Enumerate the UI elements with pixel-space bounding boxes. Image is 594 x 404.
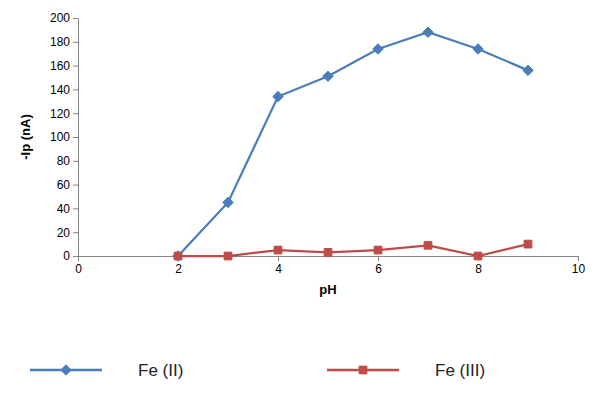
tick: 0 [75, 256, 82, 276]
tick-mark [73, 18, 78, 19]
tick: 4 [275, 256, 282, 276]
tick-label: 200 [50, 11, 70, 25]
tick-mark [73, 137, 78, 138]
y-axis-title: -Ip (nA) [18, 114, 33, 159]
point [373, 44, 383, 54]
point [323, 71, 333, 81]
tick-mark [578, 256, 579, 261]
tick-label: 6 [375, 262, 382, 276]
point [273, 91, 283, 101]
tick: 100 [50, 130, 78, 144]
axis-line [79, 257, 579, 262]
tick-label: 8 [475, 262, 482, 276]
tick-mark [73, 185, 78, 186]
tick: 120 [50, 107, 78, 121]
tick: 10 [572, 256, 586, 276]
tick: 180 [50, 35, 78, 49]
tick: 200 [50, 11, 78, 25]
series-group [173, 27, 533, 261]
tick-label: 2 [175, 262, 182, 276]
legend-label: Fe (II) [138, 361, 183, 380]
point [423, 27, 433, 37]
x-axis: 0 2 4 6 8 10 [75, 256, 585, 276]
tick-label: 4 [275, 262, 282, 276]
axis-line [73, 19, 79, 257]
plot: 0246810020406080100120140160180200pH-Ip … [18, 11, 585, 297]
legend: Fe (II) Fe (III) [30, 361, 485, 380]
legend-item: Fe (III) [327, 361, 485, 380]
legend-marker [61, 365, 71, 375]
series-line [178, 32, 528, 256]
tick-label: 0 [63, 249, 70, 263]
y-axis: 0 20 40 60 80 100 120 140 160 180 200 [50, 11, 79, 263]
tick-label: 140 [50, 83, 70, 97]
tick-label: 20 [57, 226, 71, 240]
tick-mark [73, 256, 78, 257]
tick-label: 180 [50, 35, 70, 49]
point [374, 246, 382, 254]
tick-label: 120 [50, 107, 70, 121]
point [173, 251, 183, 261]
tick-mark [378, 256, 379, 261]
tick-label: 60 [57, 178, 71, 192]
legend-item: Fe (II) [30, 361, 183, 380]
tick: 6 [375, 256, 382, 276]
tick: 0 [63, 249, 78, 263]
tick: 40 [57, 202, 78, 216]
chart: 0246810020406080100120140160180200pH-Ip … [0, 0, 594, 404]
tick: 20 [57, 226, 78, 240]
legend-label: Fe (III) [435, 361, 485, 380]
tick-mark [73, 208, 78, 209]
legend-marker [359, 366, 367, 374]
tick-mark [73, 232, 78, 233]
tick-label: 100 [50, 130, 70, 144]
tick-mark [73, 113, 78, 114]
point [223, 197, 233, 207]
tick-mark [73, 42, 78, 43]
point [474, 252, 482, 260]
point [424, 241, 432, 249]
tick-mark [73, 66, 78, 67]
point [224, 252, 232, 260]
tick: 160 [50, 59, 78, 73]
tick-mark [73, 89, 78, 90]
tick: 60 [57, 178, 78, 192]
tick-label: 10 [572, 262, 586, 276]
point [473, 44, 483, 54]
tick-mark [73, 161, 78, 162]
point [174, 252, 182, 260]
tick-mark [278, 256, 279, 261]
x-axis-title: pH [319, 282, 336, 297]
tick-label: 0 [75, 262, 82, 276]
point [324, 249, 332, 257]
point [523, 65, 533, 75]
point [524, 240, 532, 248]
tick-label: 40 [57, 202, 71, 216]
tick: 80 [57, 154, 78, 168]
tick-label: 160 [50, 59, 70, 73]
tick-label: 80 [57, 154, 71, 168]
point [274, 246, 282, 254]
tick: 140 [50, 83, 78, 97]
